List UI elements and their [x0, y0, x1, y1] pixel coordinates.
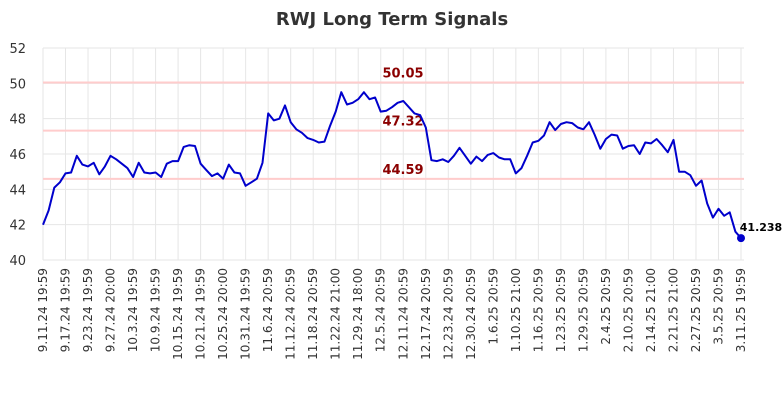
last-value-label: 41.238	[740, 221, 782, 234]
x-tick-label: 3.11.25 19:59	[734, 268, 748, 352]
y-axis-ticks: 40 42 44 46 48 50 52	[9, 42, 26, 269]
x-tick-label: 10.31.24 19:59	[239, 268, 253, 360]
x-tick-label: 12.23.24 20:59	[441, 268, 455, 360]
signal-level-label: 50.05	[382, 66, 423, 81]
x-tick-label: 2.27.25 20:59	[689, 268, 703, 352]
chart-title: RWJ Long Term Signals	[276, 9, 508, 30]
x-tick-label: 11.22.24 21:00	[329, 268, 343, 360]
x-tick-label: 1.29.25 20:59	[576, 268, 590, 352]
x-tick-label: 2.14.25 21:00	[644, 268, 658, 352]
x-tick-label: 9.11.24 19:59	[36, 268, 50, 352]
x-axis-ticks: 9.11.24 19:59 9.17.24 19:59 9.23.24 19:59 9…	[36, 268, 748, 360]
signal-level-label: 47.32	[382, 115, 423, 130]
x-tick-label: 9.17.24 19:59	[59, 268, 73, 352]
signal-level-label: 44.59	[382, 163, 423, 178]
y-tick-label: 40	[9, 254, 26, 269]
x-tick-label: 1.16.25 20:59	[531, 268, 545, 352]
last-value-marker: 41.238	[737, 221, 782, 243]
x-tick-label: 3.5.25 20:59	[711, 268, 725, 345]
y-tick-label: 46	[9, 148, 26, 163]
x-tick-label: 11.12.24 20:59	[284, 268, 298, 360]
x-tick-label: 10.9.24 19:59	[149, 268, 163, 352]
x-tick-label: 12.5.24 20:59	[374, 268, 388, 352]
x-tick-label: 10.15.24 19:59	[171, 268, 185, 360]
signal-levels: 50.05 47.32 44.59	[43, 66, 744, 180]
x-tick-label: 12.30.24 20:59	[464, 268, 478, 360]
y-tick-label: 50	[9, 77, 26, 92]
x-tick-label: 1.10.25 21:00	[509, 268, 523, 352]
x-tick-label: 11.6.24 20:59	[261, 268, 275, 352]
y-tick-label: 42	[9, 219, 26, 234]
last-value-point	[737, 234, 745, 243]
x-tick-label: 11.29.24 18:00	[351, 268, 365, 360]
x-tick-label: 1.23.25 20:59	[554, 268, 568, 352]
x-tick-label: 12.17.24 20:59	[419, 268, 433, 360]
x-tick-label: 12.11.24 20:59	[396, 268, 410, 360]
y-tick-label: 48	[9, 113, 26, 128]
x-tick-label: 1.6.25 20:59	[486, 268, 500, 345]
x-tick-label: 9.27.24 20:00	[104, 268, 118, 352]
x-tick-label: 10.21.24 19:59	[194, 268, 208, 360]
x-tick-label: 10.25.24 20:00	[216, 268, 230, 360]
x-tick-label: 2.10.25 20:59	[621, 268, 635, 352]
y-tick-label: 52	[9, 42, 26, 57]
price-line	[42, 91, 742, 239]
y-tick-label: 44	[9, 183, 26, 198]
x-tick-label: 9.23.24 19:59	[81, 268, 95, 352]
x-tick-label: 2.21.25 21:00	[666, 268, 680, 352]
x-tick-label: 10.3.24 19:59	[126, 268, 140, 352]
x-tick-label: 11.18.24 20:59	[306, 268, 320, 360]
x-tick-label: 2.4.25 20:59	[599, 268, 613, 345]
price-series	[42, 91, 742, 239]
